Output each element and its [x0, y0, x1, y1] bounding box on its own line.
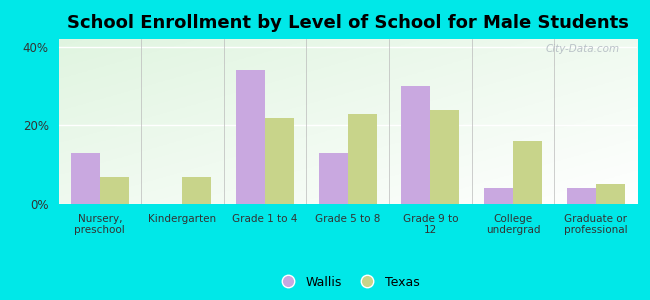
Title: School Enrollment by Level of School for Male Students: School Enrollment by Level of School for…: [67, 14, 629, 32]
Bar: [71, 153, 100, 204]
Bar: [348, 114, 377, 204]
Text: City-Data.com: City-Data.com: [545, 44, 619, 54]
Bar: [484, 188, 513, 204]
Bar: [100, 176, 129, 204]
Bar: [265, 118, 294, 204]
Bar: [318, 153, 348, 204]
Bar: [595, 184, 625, 204]
Bar: [567, 188, 595, 204]
Bar: [402, 86, 430, 204]
Bar: [430, 110, 460, 204]
Bar: [513, 141, 542, 204]
Bar: [183, 176, 211, 204]
Bar: [236, 70, 265, 204]
Legend: Wallis, Texas: Wallis, Texas: [276, 275, 419, 289]
